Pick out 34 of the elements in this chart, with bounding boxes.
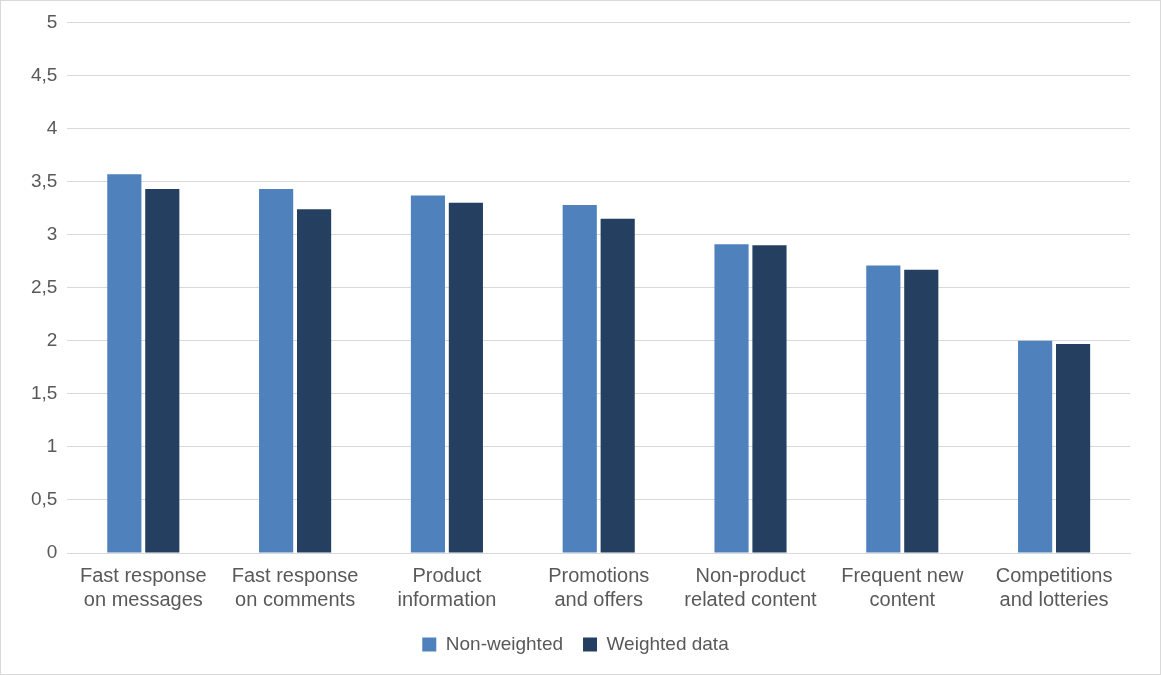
y-tick-label: 2,5 — [30, 275, 58, 297]
bar — [259, 189, 294, 553]
legend-label: Weighted data — [606, 632, 730, 654]
x-tick-label: Fast response on messages — [79, 563, 207, 610]
y-tick-label: 4,5 — [30, 63, 58, 85]
bar — [1018, 340, 1053, 553]
bar — [714, 244, 749, 553]
bar — [562, 204, 597, 553]
bar — [600, 218, 635, 553]
x-tick-label: Fast response on comments — [231, 563, 359, 610]
y-tick-label: 0,5 — [30, 488, 58, 510]
bar — [1056, 343, 1091, 553]
x-tick-label: Promotions and offers — [548, 563, 650, 610]
bar — [752, 245, 787, 553]
y-tick-label: 2 — [46, 328, 58, 350]
legend-label: Non-weighted — [445, 632, 564, 654]
bar — [107, 174, 142, 553]
y-tick-label: 3 — [46, 222, 58, 244]
bar — [904, 269, 939, 553]
bar — [297, 209, 332, 553]
y-tick-label: 5 — [46, 10, 58, 32]
x-tick-label: Competitions and lotteries — [995, 563, 1113, 610]
y-tick-label: 0 — [46, 541, 58, 563]
bar — [866, 265, 901, 553]
y-tick-label: 1,5 — [30, 382, 58, 404]
bar — [410, 195, 446, 553]
x-tick-label: Product information — [397, 563, 497, 610]
y-tick-label: 1 — [46, 435, 58, 457]
y-tick-label: 3,5 — [30, 169, 58, 191]
bar — [448, 202, 483, 553]
x-tick-label: Frequent new content — [841, 563, 965, 610]
bar — [145, 189, 180, 553]
x-tick-label: Non-product related content — [684, 563, 818, 610]
y-tick-label: 4 — [46, 116, 58, 138]
